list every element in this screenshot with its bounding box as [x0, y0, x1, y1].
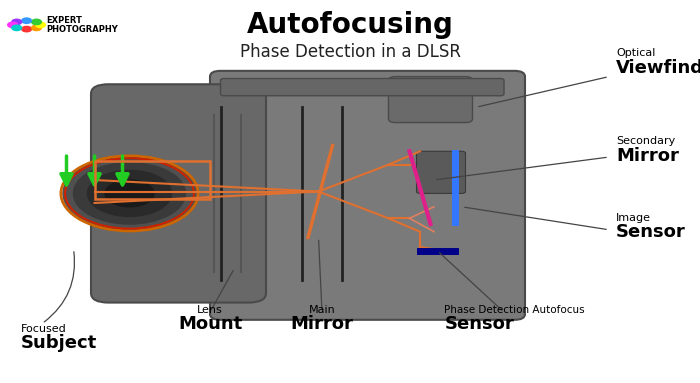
Text: EXPERT: EXPERT	[46, 16, 82, 25]
Circle shape	[36, 22, 46, 28]
Text: Phase Detection in a DLSR: Phase Detection in a DLSR	[239, 43, 461, 61]
Text: PHOTOGRAPHY: PHOTOGRAPHY	[46, 25, 118, 34]
Text: Sensor: Sensor	[616, 223, 686, 241]
FancyBboxPatch shape	[91, 84, 266, 303]
Circle shape	[22, 26, 32, 32]
Circle shape	[63, 157, 196, 230]
FancyBboxPatch shape	[416, 151, 466, 193]
Text: Optical: Optical	[616, 48, 655, 58]
Circle shape	[105, 180, 154, 207]
Text: Image: Image	[616, 213, 651, 223]
Circle shape	[32, 19, 41, 25]
Text: Secondary: Secondary	[616, 136, 676, 146]
Text: Main: Main	[309, 305, 335, 315]
Text: Sensor: Sensor	[444, 315, 514, 333]
Circle shape	[74, 163, 186, 224]
FancyBboxPatch shape	[389, 77, 473, 123]
Text: Phase Detection Autofocus: Phase Detection Autofocus	[444, 305, 585, 315]
Circle shape	[12, 25, 22, 31]
Text: Mirror: Mirror	[290, 315, 354, 333]
Circle shape	[12, 19, 22, 25]
Text: Mount: Mount	[178, 315, 242, 333]
FancyBboxPatch shape	[210, 71, 525, 320]
Text: Subject: Subject	[21, 334, 97, 352]
Text: Viewfinder: Viewfinder	[616, 59, 700, 77]
Text: Focused: Focused	[21, 324, 66, 334]
Text: Lens: Lens	[197, 305, 223, 315]
Text: Autofocusing: Autofocusing	[246, 11, 454, 39]
Text: Mirror: Mirror	[616, 147, 679, 165]
Circle shape	[32, 25, 41, 31]
Circle shape	[8, 22, 18, 28]
FancyBboxPatch shape	[220, 79, 504, 96]
Bar	[94, 161, 210, 199]
Circle shape	[88, 170, 172, 216]
Circle shape	[22, 18, 32, 23]
